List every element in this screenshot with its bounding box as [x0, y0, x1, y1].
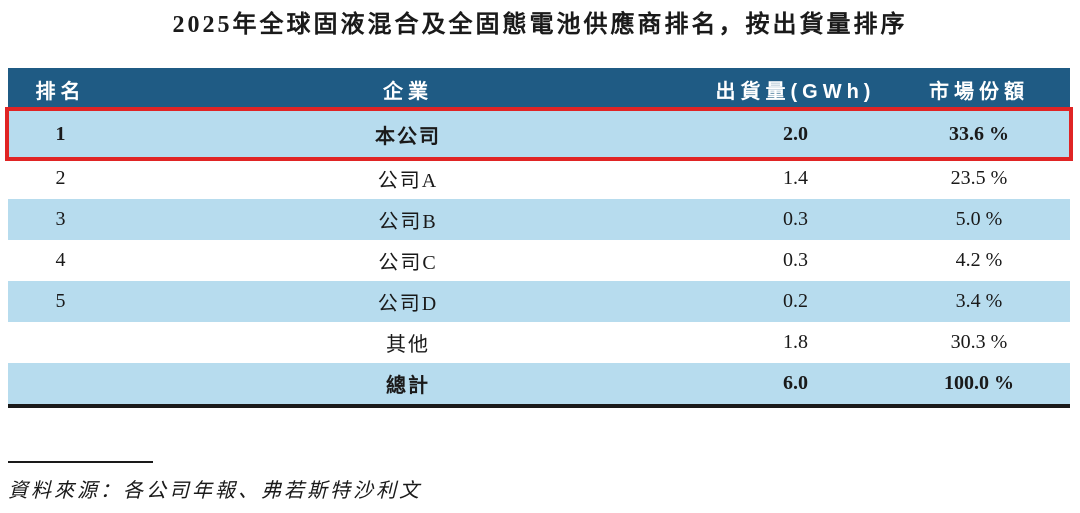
- table-row-company-highlighted: 1 本公司 2.0 33.6 %: [5, 107, 1073, 161]
- header-market-share: 市場份額: [929, 80, 1029, 103]
- table-row-total: 總計 6.0 100.0 %: [8, 363, 1070, 408]
- company-cell: 公司B: [378, 211, 438, 233]
- header-company: 企業: [383, 80, 433, 103]
- ranking-table: 排名 企業 出貨量(GWh) 市場份額 1 本公司 2.0 33.6 % 2 公…: [5, 68, 1073, 408]
- shipment-cell: 0.2: [783, 290, 808, 312]
- rank-cell: 3: [55, 208, 66, 230]
- table-row-others: 其他 1.8 30.3 %: [8, 322, 1070, 363]
- share-cell: 23.5 %: [950, 167, 1008, 189]
- table-row: 4 公司C 0.3 4.2 %: [8, 240, 1070, 281]
- header-shipment: 出貨量(GWh): [715, 80, 876, 103]
- shipment-cell: 1.8: [783, 331, 808, 353]
- rank-cell: 5: [55, 290, 66, 312]
- rank-cell: 1: [55, 122, 66, 145]
- share-cell: 4.2 %: [955, 249, 1003, 271]
- total-label-cell: 總計: [386, 375, 430, 397]
- share-cell: 5.0 %: [955, 208, 1003, 230]
- rank-cell: 2: [55, 167, 66, 189]
- company-cell: 本公司: [375, 125, 441, 148]
- share-cell: 3.4 %: [955, 290, 1003, 312]
- shipment-cell: 0.3: [783, 208, 808, 230]
- table-row: 5 公司D 0.2 3.4 %: [8, 281, 1070, 322]
- shipment-cell: 2.0: [783, 122, 808, 145]
- rank-cell: 4: [55, 249, 66, 271]
- table-row: 2 公司A 1.4 23.5 %: [8, 158, 1070, 199]
- source-note: 資料來源：各公司年報、弗若斯特沙利文: [8, 480, 422, 502]
- share-cell: 100.0 %: [944, 372, 1014, 394]
- table-row: 3 公司B 0.3 5.0 %: [8, 199, 1070, 240]
- table-header-row: 排名 企業 出貨量(GWh) 市場份額: [8, 68, 1070, 110]
- company-cell: 公司D: [377, 293, 439, 315]
- share-cell: 33.6 %: [949, 122, 1009, 145]
- share-cell: 30.3 %: [950, 331, 1008, 353]
- company-cell: 公司C: [378, 252, 438, 274]
- shipment-cell: 6.0: [783, 372, 808, 394]
- shipment-cell: 1.4: [783, 167, 808, 189]
- shipment-cell: 0.3: [783, 249, 808, 271]
- company-cell: 公司A: [377, 170, 439, 192]
- page-title: 2025年全球固液混合及全固態電池供應商排名，按出貨量排序: [172, 12, 908, 38]
- footnote-divider: [8, 461, 153, 463]
- header-rank: 排名: [35, 80, 86, 103]
- company-cell: 其他: [386, 334, 430, 356]
